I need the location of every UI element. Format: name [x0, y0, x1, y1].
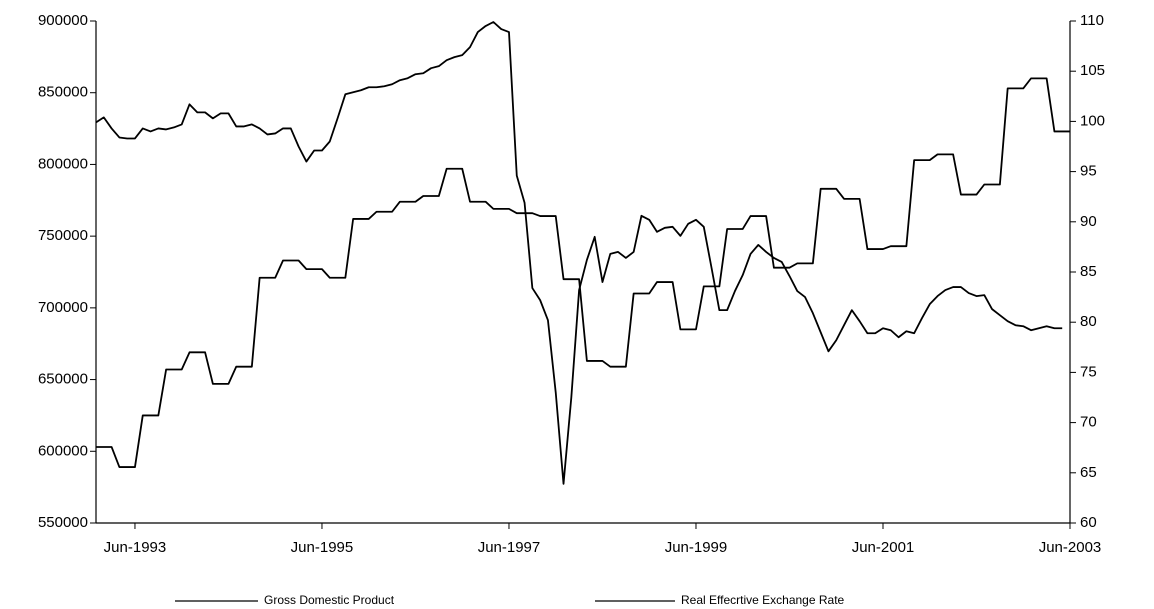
y-tick-label: 850000	[38, 84, 88, 101]
y-tick-label: 900000	[38, 12, 88, 29]
x-tick-label: Jun-2001	[852, 539, 915, 556]
y2-tick-label: 65	[1080, 464, 1097, 481]
legend-label: Gross Domestic Product	[264, 593, 395, 607]
y-tick-label: 650000	[38, 371, 88, 388]
y2-tick-label: 60	[1080, 514, 1097, 531]
x-tick-label: Jun-1993	[104, 539, 167, 556]
y2-tick-label: 100	[1080, 112, 1105, 129]
y-tick-label: 800000	[38, 155, 88, 172]
y-tick-label: 700000	[38, 299, 88, 316]
y-tick-label: 750000	[38, 227, 88, 244]
y2-tick-label: 90	[1080, 213, 1097, 230]
y2-tick-label: 105	[1080, 62, 1105, 79]
legend-label: Real Effecrtive Exchange Rate	[681, 593, 845, 607]
x-tick-label: Jun-1995	[291, 539, 354, 556]
y2-tick-label: 70	[1080, 414, 1097, 431]
x-tick-label: Jun-1999	[665, 539, 728, 556]
x-tick-label: Jun-1997	[478, 539, 541, 556]
x-tick-label: Jun-2003	[1039, 539, 1102, 556]
y2-tick-label: 75	[1080, 363, 1097, 380]
y-tick-label: 600000	[38, 442, 88, 459]
y-tick-label: 550000	[38, 514, 88, 531]
y2-tick-label: 80	[1080, 313, 1097, 330]
y2-tick-label: 110	[1080, 12, 1104, 29]
series-line	[96, 77, 1070, 468]
series-line	[95, 21, 1063, 485]
y2-tick-label: 95	[1080, 163, 1097, 180]
y2-tick-label: 85	[1080, 263, 1097, 280]
